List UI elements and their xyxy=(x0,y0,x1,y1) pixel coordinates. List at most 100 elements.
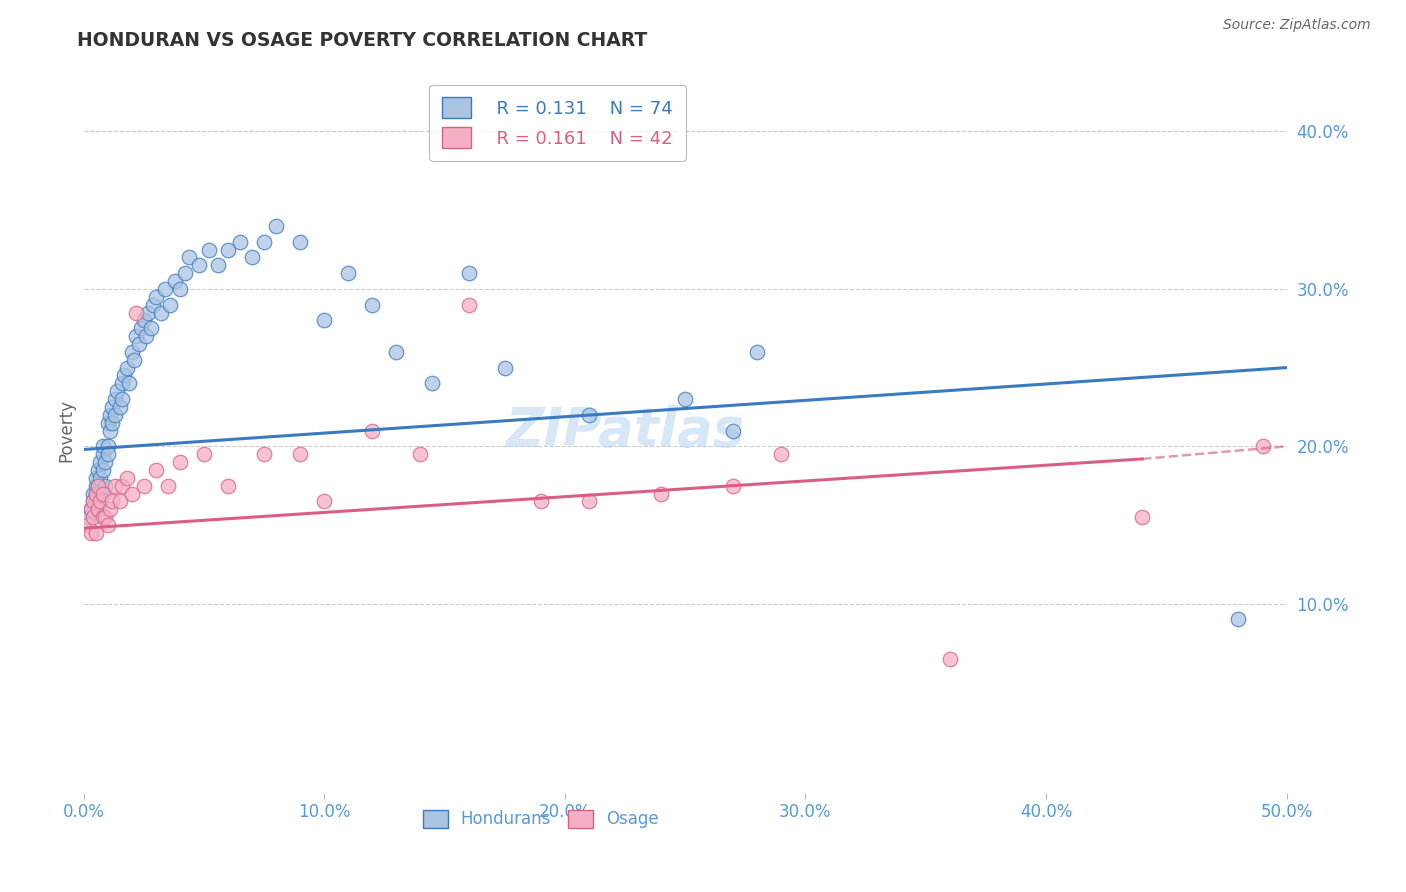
Point xyxy=(111,376,134,391)
Point xyxy=(138,305,160,319)
Point xyxy=(115,471,138,485)
Point xyxy=(159,298,181,312)
Point xyxy=(173,266,195,280)
Point xyxy=(1130,510,1153,524)
Point xyxy=(104,478,127,492)
Point xyxy=(77,518,100,533)
Point xyxy=(314,313,336,327)
Point xyxy=(530,494,553,508)
Point xyxy=(84,478,107,492)
Point xyxy=(84,486,107,500)
Point xyxy=(149,305,172,319)
Point xyxy=(409,447,432,461)
Point xyxy=(80,525,103,540)
Point xyxy=(112,368,135,383)
Point xyxy=(747,344,769,359)
Point xyxy=(121,486,143,500)
Point xyxy=(673,392,696,406)
Point xyxy=(89,486,111,500)
Point xyxy=(494,360,516,375)
Point xyxy=(80,502,103,516)
Point xyxy=(105,384,128,399)
Point xyxy=(155,282,177,296)
Point xyxy=(457,298,479,312)
Point xyxy=(721,424,744,438)
Point xyxy=(650,486,672,500)
Point xyxy=(288,235,311,249)
Point xyxy=(91,447,114,461)
Point xyxy=(84,525,107,540)
Point xyxy=(98,424,121,438)
Point xyxy=(91,486,114,500)
Point xyxy=(94,510,117,524)
Point xyxy=(111,478,134,492)
Point xyxy=(128,337,150,351)
Point xyxy=(104,392,127,406)
Point xyxy=(721,478,744,492)
Point xyxy=(91,510,114,524)
Point xyxy=(163,274,186,288)
Point xyxy=(422,376,444,391)
Point xyxy=(938,652,960,666)
Point xyxy=(145,290,167,304)
Point xyxy=(87,502,110,516)
Point xyxy=(142,298,165,312)
Point xyxy=(361,298,384,312)
Point xyxy=(578,494,600,508)
Point xyxy=(97,447,120,461)
Point xyxy=(156,478,179,492)
Point xyxy=(197,243,219,257)
Point xyxy=(84,494,107,508)
Point xyxy=(145,463,167,477)
Point xyxy=(337,266,360,280)
Point xyxy=(169,455,191,469)
Point xyxy=(108,400,131,414)
Point xyxy=(139,321,162,335)
Point xyxy=(240,251,263,265)
Point xyxy=(188,258,211,272)
Point xyxy=(125,305,148,319)
Point xyxy=(82,510,104,524)
Point xyxy=(253,235,276,249)
Point xyxy=(115,360,138,375)
Point xyxy=(122,352,145,367)
Point xyxy=(118,376,141,391)
Point xyxy=(87,478,110,492)
Point xyxy=(77,510,100,524)
Point xyxy=(1227,612,1250,626)
Point xyxy=(87,478,110,492)
Point xyxy=(94,478,117,492)
Point xyxy=(1251,439,1274,453)
Text: Source: ZipAtlas.com: Source: ZipAtlas.com xyxy=(1223,18,1371,32)
Point xyxy=(770,447,793,461)
Point xyxy=(129,321,152,335)
Point xyxy=(80,502,103,516)
Point xyxy=(82,494,104,508)
Point xyxy=(94,455,117,469)
Point xyxy=(82,486,104,500)
Point xyxy=(217,243,239,257)
Point xyxy=(82,494,104,508)
Point xyxy=(89,471,111,485)
Point xyxy=(125,329,148,343)
Point xyxy=(97,518,120,533)
Text: ZIPatlas: ZIPatlas xyxy=(505,405,744,457)
Point xyxy=(121,344,143,359)
Point xyxy=(217,478,239,492)
Point xyxy=(193,447,215,461)
Point xyxy=(98,408,121,422)
Point xyxy=(91,463,114,477)
Point xyxy=(229,235,252,249)
Point xyxy=(98,502,121,516)
Point xyxy=(253,447,276,461)
Point xyxy=(457,266,479,280)
Point xyxy=(104,408,127,422)
Point xyxy=(84,471,107,485)
Point xyxy=(179,251,201,265)
Point xyxy=(108,494,131,508)
Point xyxy=(97,439,120,453)
Point xyxy=(89,455,111,469)
Point xyxy=(135,329,157,343)
Text: HONDURAN VS OSAGE POVERTY CORRELATION CHART: HONDURAN VS OSAGE POVERTY CORRELATION CH… xyxy=(77,31,648,50)
Point xyxy=(361,424,384,438)
